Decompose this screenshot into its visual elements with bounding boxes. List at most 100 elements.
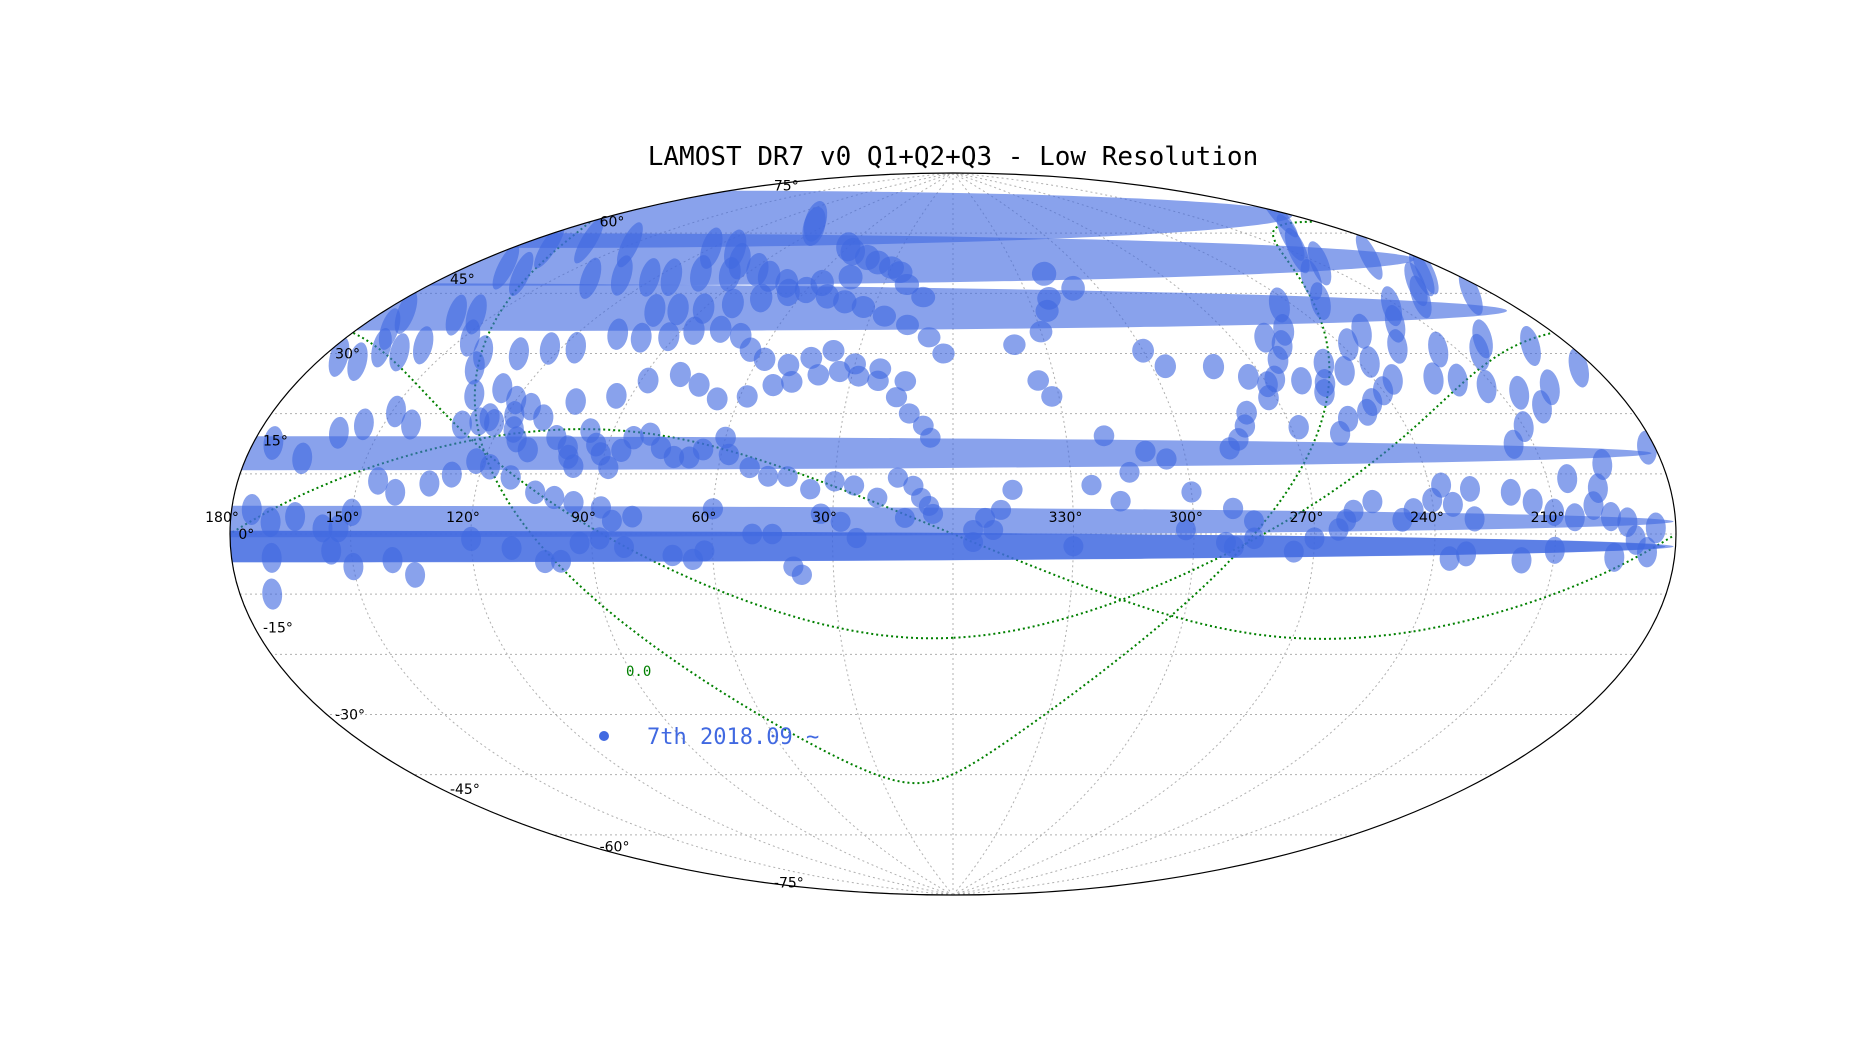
plate-marker [822,339,845,362]
plate-marker [1132,338,1155,363]
plate-marker [1119,461,1140,483]
plate-marker [1544,498,1565,526]
plate-marker [721,288,744,319]
plate-marker [598,456,619,480]
lat-tick-label: 15° [263,434,288,450]
plate-marker [1359,346,1380,378]
plate-marker [1412,248,1439,295]
plate-marker [389,333,410,372]
lat-tick-label: 45° [450,272,475,288]
plate-marker [569,531,590,555]
plate-marker [419,470,440,497]
lat-tick-label: 75° [774,178,799,194]
lon-tick-label: 180° [205,510,239,526]
lat-tick-label: 0° [238,527,254,543]
plate-marker [1002,479,1023,500]
plate-marker [610,255,633,296]
plate-marker [1181,481,1202,503]
plate-marker [378,308,401,350]
plate-marker [810,503,831,524]
plate-marker [1458,270,1483,316]
plate-marker [867,487,888,508]
plate-marker [500,465,521,490]
plate-marker [613,536,635,558]
plate-marker [606,383,627,409]
plate-marker [777,353,800,377]
map-frame [229,172,1677,896]
curve-a [230,428,1673,640]
plate-marker [1564,503,1585,532]
plate-marker [1447,363,1468,397]
plate-marker [690,255,712,292]
plate-marker [1334,355,1355,386]
plate-marker [777,466,798,487]
plate-marker [1328,518,1349,541]
plate-marker [539,332,561,365]
plate-marker [1288,415,1309,440]
plate-marker [1645,512,1666,544]
plate-marker [800,479,821,500]
legend: 7th 2018.09 ~ [599,725,819,750]
plate-marker [917,327,941,348]
plate-marker [776,278,800,307]
plate-marker [230,505,1674,538]
lat-tick-label: 30° [335,347,360,363]
lat-tick-label: 60° [600,214,625,230]
plate-marker [394,291,418,334]
plate-marker [466,448,487,474]
lon-tick-label: 300° [1169,510,1203,526]
plate-marker [550,549,572,573]
plate-marker [1513,411,1534,443]
lat-tick-label: -60° [600,840,630,856]
plate-marker [230,233,1415,286]
plate-marker [1154,354,1177,379]
plate-marker [533,404,554,431]
lon-tick-label: 210° [1531,510,1565,526]
plate-marker [1031,261,1057,286]
plate-marker [501,536,522,560]
plate-marker [565,331,586,364]
plate-marker [401,409,422,440]
plate-marker [623,426,644,450]
plate-marker [1539,369,1560,406]
plate-marker [382,547,403,574]
plate-marker [715,426,736,449]
plate-marker [405,562,426,588]
plate-marker [807,364,830,386]
plate-marker [762,374,784,397]
plate-marker [667,293,689,326]
plate-marker [692,438,714,461]
plate-marker [1511,547,1532,574]
plate-marker [262,578,283,610]
plate-marker [1027,370,1049,391]
plate-marker [932,343,955,364]
plate-marker [830,511,851,532]
meridian-120 [470,173,954,895]
plate-marker [353,408,374,441]
meridian-240 [952,173,1436,895]
curve-b [352,331,1551,640]
lat-tick-label: -30° [335,707,365,723]
plate-marker [1314,369,1336,397]
plate-marker [565,388,586,415]
plate-marker [887,467,908,488]
plate-marker [1423,362,1444,395]
plate-marker [706,387,728,411]
plate-marker [1557,464,1578,494]
plate-marker [757,465,779,487]
plate-marker [1522,488,1543,516]
plate-marker [844,353,866,375]
plate-marker [473,335,494,370]
lon-tick-label: 90° [571,510,596,526]
plate-marker [1625,525,1646,555]
plate-marker [589,527,610,550]
plate-marker [1291,367,1312,395]
plate-marker [660,258,683,296]
lon-tick-label: 240° [1410,510,1444,526]
plate-marker [718,257,741,292]
lon-tick-label: 30° [812,510,837,526]
plate-marker [1041,386,1063,407]
plate-marker [368,467,389,495]
plate-marker [412,326,434,365]
